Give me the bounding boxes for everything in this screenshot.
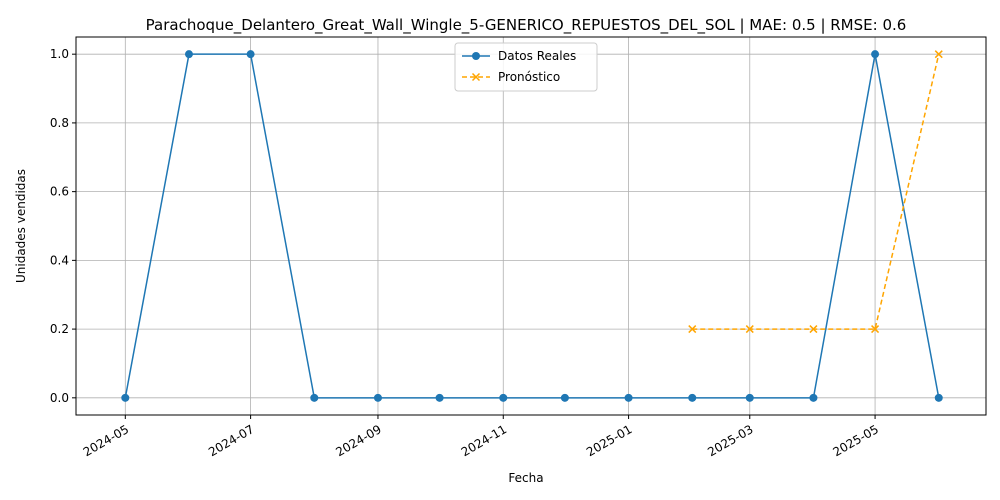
data-point: [688, 325, 697, 334]
data-point: [560, 393, 569, 402]
plot-frame: [75, 36, 987, 416]
y-tick-label: 1.0: [50, 47, 69, 61]
data-point: [745, 325, 754, 334]
x-tick-label: 2024-09: [333, 422, 383, 459]
legend-label-pronostico: Pronóstico: [498, 70, 560, 84]
legend-x-marker: [471, 72, 481, 82]
x-axis: 2024-05 2024-07 2024-09 2024-11 2025-01 2025-…: [81, 415, 881, 459]
data-point: [184, 50, 193, 59]
series-layer: [121, 50, 943, 402]
data-point: [934, 393, 943, 402]
y-tick-label: 0.4: [50, 253, 69, 267]
legend: Datos Reales Pronóstico: [454, 42, 598, 92]
data-point: [934, 50, 943, 59]
data-point: [809, 393, 818, 402]
x-tick-label: 2024-05: [81, 422, 131, 459]
series-line-0: [124, 53, 940, 399]
data-point: [688, 393, 697, 402]
legend-label-datos-reales: Datos Reales: [498, 49, 576, 63]
x-tick-label: 2025-03: [705, 422, 755, 459]
data-point: [499, 393, 508, 402]
y-tick-label: 0.8: [50, 116, 69, 130]
y-axis: 0.0 0.2 0.4 0.6 0.8 1.0: [50, 47, 76, 405]
data-point: [310, 393, 319, 402]
data-point: [871, 325, 880, 334]
data-point: [246, 50, 255, 59]
legend-marker-datos-reales: [472, 52, 480, 60]
grid: [76, 37, 986, 415]
data-point: [745, 393, 754, 402]
x-axis-title: Fecha: [508, 471, 543, 485]
data-point: [373, 393, 382, 402]
y-axis-title: Unidades vendidas: [14, 169, 28, 283]
x-tick-label: 2025-01: [584, 422, 634, 459]
x-tick-label: 2024-11: [459, 422, 509, 459]
data-point: [121, 393, 130, 402]
x-tick-label: 2024-07: [206, 422, 256, 459]
data-point: [624, 393, 633, 402]
y-tick-label: 0.2: [50, 322, 69, 336]
y-tick-label: 0.0: [50, 391, 69, 405]
data-point: [809, 325, 818, 334]
data-point: [871, 50, 880, 59]
y-tick-label: 0.6: [50, 185, 69, 199]
data-point: [435, 393, 444, 402]
chart-title: Parachoque_Delantero_Great_Wall_Wingle_5…: [146, 16, 907, 35]
legend-box: [454, 42, 598, 92]
x-tick-label: 2025-05: [831, 422, 881, 459]
legend-marker-pronostico: [471, 72, 481, 82]
